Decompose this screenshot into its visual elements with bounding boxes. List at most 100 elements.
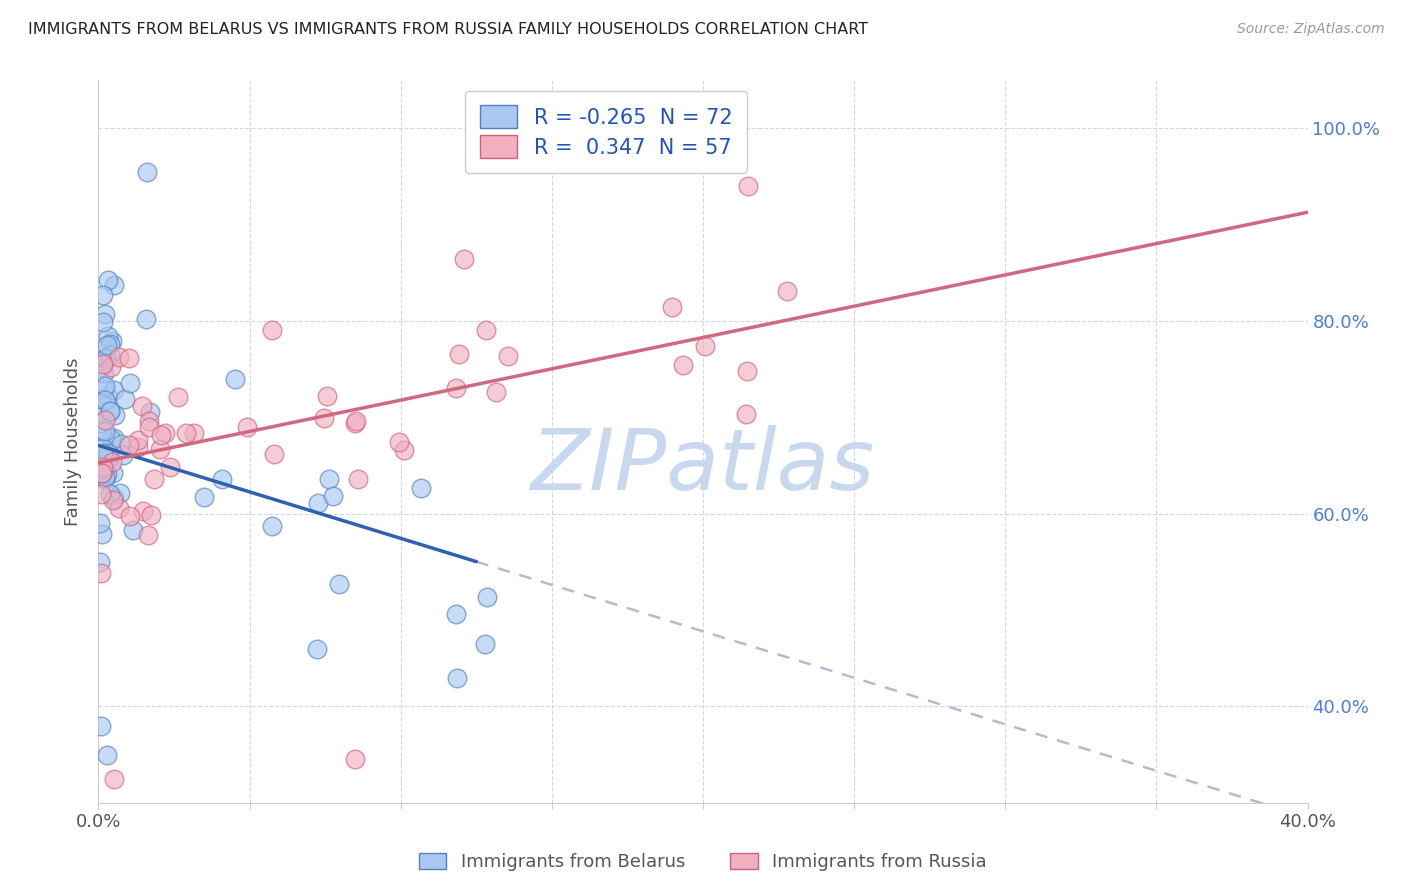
Point — [93, 472, 115, 486]
Text: IMMIGRANTS FROM BELARUS VS IMMIGRANTS FROM RUSSIA FAMILY HOUSEHOLDS CORRELATION : IMMIGRANTS FROM BELARUS VS IMMIGRANTS FR… — [28, 22, 869, 37]
Point — [103, 277, 125, 292]
Point — [100, 455, 122, 469]
Point — [388, 435, 411, 450]
Point — [93, 357, 115, 371]
Point — [672, 358, 695, 372]
Point — [135, 312, 157, 326]
Point — [94, 413, 117, 427]
Point — [447, 346, 470, 360]
Point — [776, 284, 799, 298]
Text: Source: ZipAtlas.com: Source: ZipAtlas.com — [1237, 22, 1385, 37]
Point — [101, 466, 124, 480]
Legend: Immigrants from Belarus, Immigrants from Russia: Immigrants from Belarus, Immigrants from… — [412, 846, 994, 879]
Point — [96, 352, 118, 367]
Point — [142, 472, 165, 486]
Point — [260, 518, 283, 533]
Point — [307, 496, 329, 510]
Point — [122, 524, 145, 538]
Point — [149, 428, 172, 442]
Point — [97, 329, 120, 343]
Point — [108, 486, 131, 500]
Point — [135, 165, 157, 179]
Point — [93, 446, 115, 460]
Point — [118, 376, 141, 391]
Point — [103, 383, 125, 397]
Point — [93, 382, 115, 396]
Point — [139, 508, 162, 522]
Point — [108, 501, 131, 516]
Point — [91, 527, 114, 541]
Point — [735, 364, 758, 378]
Point — [89, 416, 111, 430]
Point — [100, 348, 122, 362]
Point — [91, 461, 114, 475]
Point — [94, 379, 117, 393]
Point — [91, 315, 114, 329]
Point — [90, 467, 112, 481]
Point — [118, 438, 141, 452]
Point — [183, 426, 205, 441]
Point — [90, 566, 112, 580]
Point — [328, 577, 350, 591]
Point — [98, 337, 121, 351]
Point — [174, 426, 197, 441]
Point — [453, 252, 475, 266]
Point — [120, 508, 142, 523]
Point — [446, 671, 468, 685]
Y-axis label: Family Households: Family Households — [65, 358, 83, 525]
Point — [474, 637, 496, 651]
Point — [89, 516, 111, 530]
Point — [344, 752, 367, 766]
Point — [496, 349, 519, 363]
Point — [159, 459, 181, 474]
Point — [89, 452, 111, 467]
Point — [132, 504, 155, 518]
Point — [260, 323, 283, 337]
Point — [131, 399, 153, 413]
Point — [90, 486, 112, 500]
Point — [193, 490, 215, 504]
Point — [96, 452, 118, 467]
Point — [153, 425, 176, 440]
Legend: R = -0.265  N = 72, R =  0.347  N = 57: R = -0.265 N = 72, R = 0.347 N = 57 — [465, 91, 747, 172]
Point — [90, 360, 112, 375]
Point — [91, 288, 114, 302]
Point — [411, 482, 433, 496]
Point — [91, 460, 114, 475]
Point — [93, 366, 115, 380]
Point — [104, 408, 127, 422]
Point — [235, 420, 257, 434]
Point — [98, 404, 121, 418]
Point — [97, 390, 120, 404]
Point — [94, 392, 117, 407]
Point — [136, 528, 159, 542]
Point — [322, 489, 344, 503]
Point — [103, 491, 125, 505]
Point — [91, 441, 114, 455]
Point — [344, 416, 367, 430]
Point — [90, 466, 112, 480]
Point — [97, 446, 120, 460]
Point — [103, 492, 125, 507]
Point — [94, 463, 117, 477]
Point — [149, 442, 172, 456]
Point — [166, 390, 188, 404]
Point — [312, 411, 335, 425]
Point — [90, 392, 112, 407]
Point — [93, 404, 115, 418]
Point — [96, 337, 118, 351]
Point — [110, 437, 132, 451]
Point — [318, 473, 340, 487]
Point — [96, 747, 118, 762]
Point — [263, 447, 285, 461]
Point — [737, 179, 759, 194]
Point — [224, 372, 246, 386]
Point — [138, 420, 160, 434]
Point — [111, 448, 134, 462]
Point — [344, 414, 367, 428]
Point — [211, 472, 233, 486]
Point — [103, 772, 125, 786]
Point — [100, 360, 122, 375]
Point — [98, 404, 121, 418]
Point — [484, 384, 506, 399]
